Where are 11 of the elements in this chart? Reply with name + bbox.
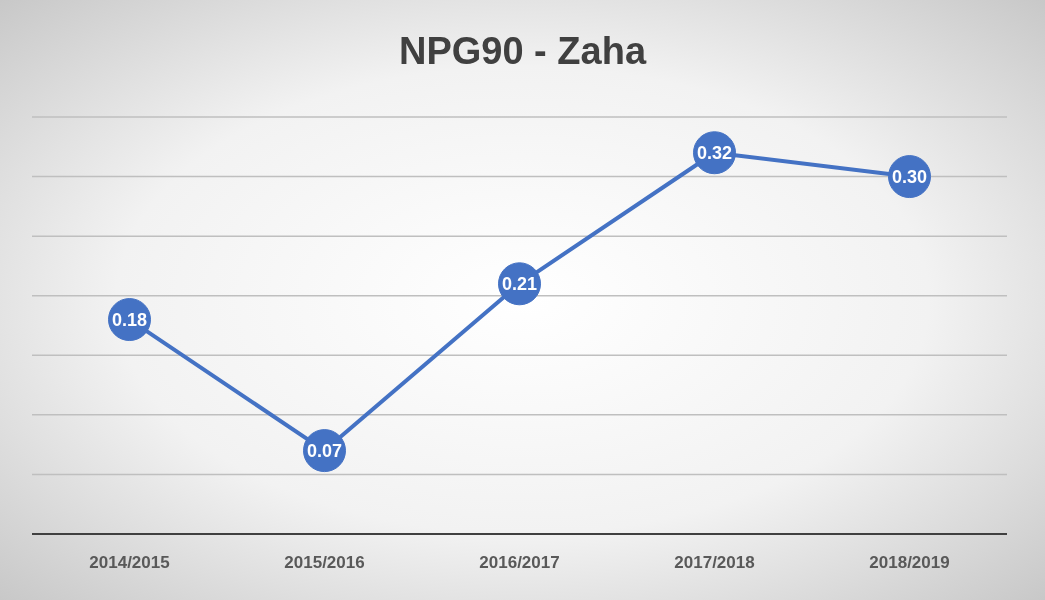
data-label: 0.32 bbox=[696, 142, 733, 163]
data-label: 0.18 bbox=[111, 309, 148, 330]
data-label: 0.07 bbox=[306, 440, 343, 461]
data-label: 0.21 bbox=[501, 273, 538, 294]
x-tick-label: 2018/2019 bbox=[869, 553, 950, 573]
x-tick-label: 2014/2015 bbox=[89, 553, 170, 573]
chart-title: NPG90 - Zaha bbox=[397, 30, 648, 73]
x-tick-label: 2016/2017 bbox=[479, 553, 560, 573]
x-tick-label: 2017/2018 bbox=[674, 553, 755, 573]
x-tick-label: 2015/2016 bbox=[284, 553, 365, 573]
data-label: 0.30 bbox=[891, 166, 928, 187]
